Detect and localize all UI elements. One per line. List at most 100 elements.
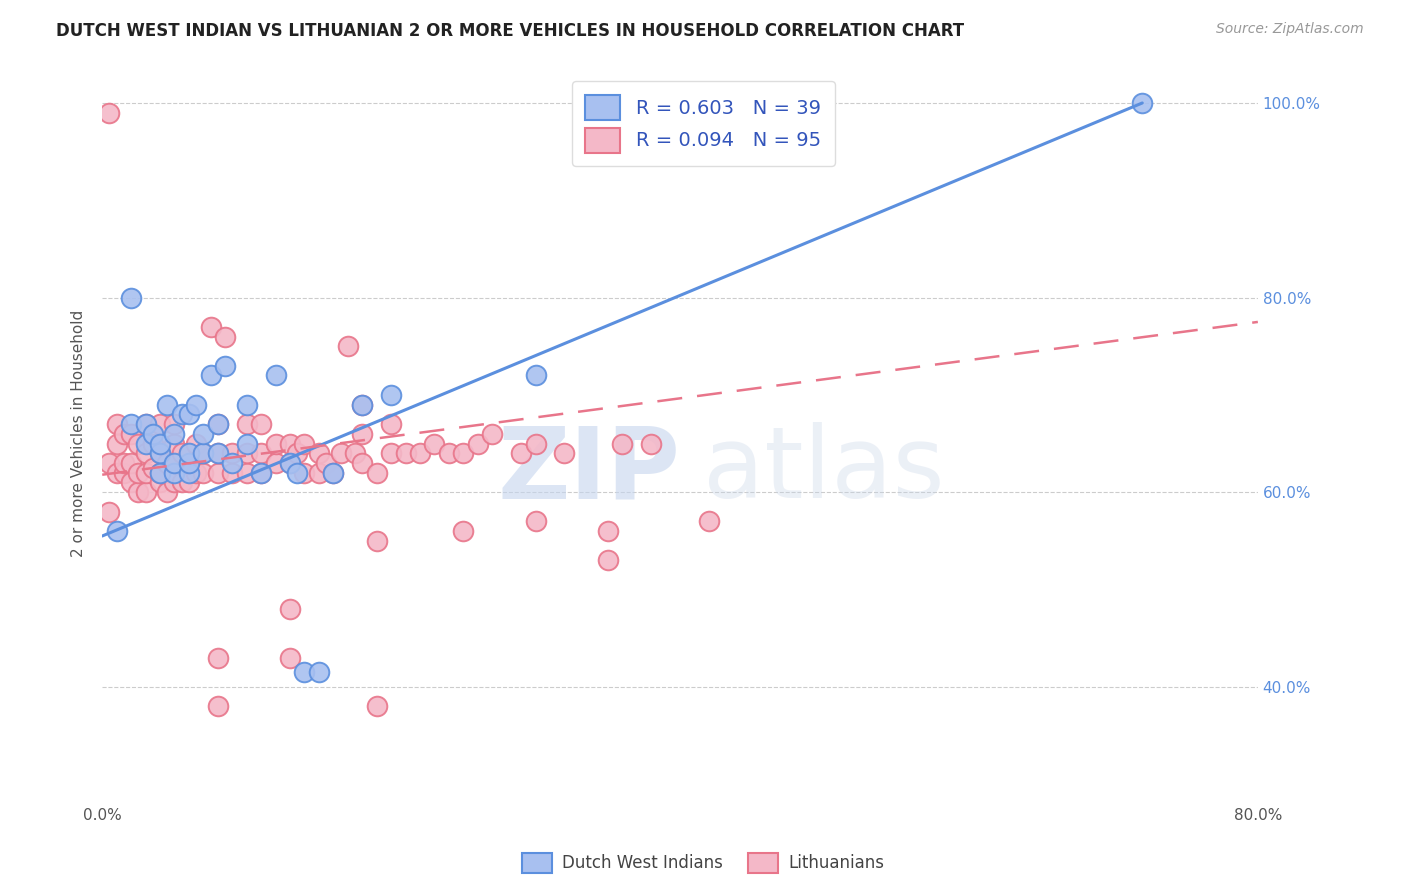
Point: [278, 602, 301, 616]
Point: [142, 436, 165, 450]
Point: [366, 699, 388, 714]
Point: [177, 466, 200, 480]
Point: [524, 515, 547, 529]
Y-axis label: 2 or more Vehicles in Household: 2 or more Vehicles in Household: [72, 310, 86, 558]
Point: [177, 475, 200, 490]
Point: [105, 466, 128, 480]
Point: [112, 466, 135, 480]
Point: [250, 417, 273, 431]
Point: [200, 319, 222, 334]
Point: [120, 417, 142, 431]
Point: [343, 446, 366, 460]
Point: [308, 446, 330, 460]
Point: [278, 650, 301, 665]
Text: Source: ZipAtlas.com: Source: ZipAtlas.com: [1216, 22, 1364, 37]
Point: [135, 446, 157, 460]
Point: [352, 426, 374, 441]
Point: [214, 359, 236, 373]
Point: [294, 466, 316, 480]
Point: [120, 456, 142, 470]
Point: [278, 456, 301, 470]
Point: [149, 475, 172, 490]
Point: [394, 446, 416, 460]
Point: [524, 368, 547, 383]
Point: [524, 436, 547, 450]
Point: [127, 436, 149, 450]
Point: [105, 417, 128, 431]
Point: [184, 398, 207, 412]
Point: [366, 533, 388, 548]
Point: [221, 466, 243, 480]
Text: DUTCH WEST INDIAN VS LITHUANIAN 2 OR MORE VEHICLES IN HOUSEHOLD CORRELATION CHAR: DUTCH WEST INDIAN VS LITHUANIAN 2 OR MOR…: [56, 22, 965, 40]
Point: [163, 436, 186, 450]
Point: [285, 466, 308, 480]
Point: [163, 466, 186, 480]
Point: [163, 426, 186, 441]
Point: [149, 436, 172, 450]
Point: [156, 456, 179, 470]
Point: [467, 436, 489, 450]
Point: [612, 436, 634, 450]
Point: [409, 446, 432, 460]
Point: [214, 329, 236, 343]
Text: atlas: atlas: [703, 422, 945, 519]
Point: [596, 553, 619, 567]
Point: [510, 446, 533, 460]
Point: [278, 456, 301, 470]
Point: [221, 446, 243, 460]
Point: [207, 650, 229, 665]
Point: [352, 398, 374, 412]
Point: [294, 436, 316, 450]
Point: [453, 446, 475, 460]
Point: [170, 475, 193, 490]
Point: [149, 446, 172, 460]
Point: [135, 417, 157, 431]
Point: [481, 426, 503, 441]
Point: [453, 524, 475, 538]
Point: [322, 466, 344, 480]
Point: [264, 368, 287, 383]
Point: [142, 426, 165, 441]
Point: [135, 485, 157, 500]
Legend: Dutch West Indians, Lithuanians: Dutch West Indians, Lithuanians: [516, 847, 890, 880]
Point: [170, 446, 193, 460]
Point: [120, 475, 142, 490]
Point: [156, 398, 179, 412]
Point: [127, 485, 149, 500]
Point: [149, 466, 172, 480]
Point: [235, 446, 257, 460]
Point: [193, 466, 215, 480]
Point: [308, 466, 330, 480]
Point: [105, 524, 128, 538]
Point: [207, 446, 229, 460]
Point: [112, 426, 135, 441]
Point: [163, 456, 186, 470]
Point: [135, 417, 157, 431]
Text: ZIP: ZIP: [498, 422, 681, 519]
Point: [380, 417, 402, 431]
Point: [278, 436, 301, 450]
Point: [264, 456, 287, 470]
Point: [250, 446, 273, 460]
Point: [235, 398, 257, 412]
Point: [98, 105, 121, 120]
Point: [105, 436, 128, 450]
Point: [184, 436, 207, 450]
Point: [315, 456, 337, 470]
Point: [322, 466, 344, 480]
Point: [235, 436, 257, 450]
Point: [423, 436, 446, 450]
Point: [127, 466, 149, 480]
Point: [163, 475, 186, 490]
Point: [184, 466, 207, 480]
Point: [207, 446, 229, 460]
Point: [1130, 95, 1153, 110]
Point: [553, 446, 575, 460]
Point: [207, 417, 229, 431]
Point: [264, 436, 287, 450]
Point: [336, 339, 359, 353]
Point: [163, 456, 186, 470]
Point: [352, 398, 374, 412]
Point: [352, 456, 374, 470]
Point: [120, 291, 142, 305]
